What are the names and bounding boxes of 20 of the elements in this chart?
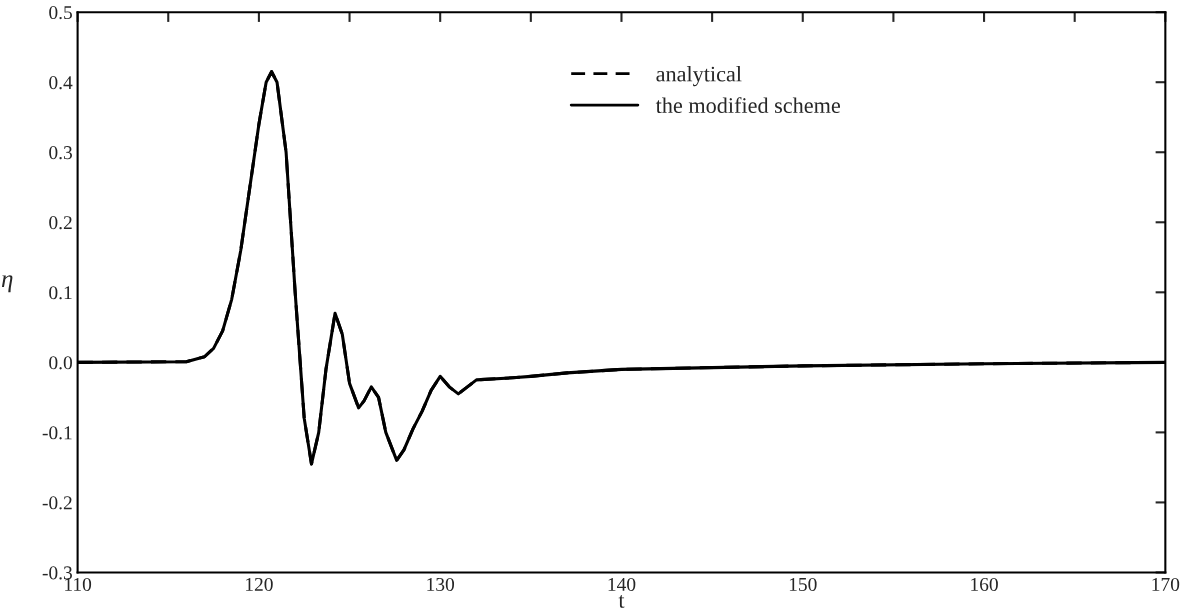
legend-label: the modified scheme [655,97,840,114]
y-tick-label: 0.1 [49,286,72,300]
x-tick-label: 110 [65,577,92,592]
y-axis-title: η [1,275,13,293]
x-tick-label: 170 [1152,577,1180,592]
x-tick-label: 120 [246,577,273,592]
y-tick-label: -0.3 [42,566,72,580]
y-tick-label: 0.5 [49,6,72,20]
y-tick-label: 0.4 [49,76,73,90]
y-tick-label: -0.1 [42,426,72,440]
x-tick-label: 140 [608,577,636,592]
x-axis-title: t [618,595,625,608]
x-tick-label: 150 [789,577,817,592]
legend-label: analytical [656,65,742,87]
x-tick-label: 130 [427,577,455,592]
y-tick-label: 0.0 [49,356,73,370]
y-tick-label: 0.3 [49,146,72,160]
y-tick-label: 0.2 [49,216,72,230]
y-tick-label: -0.2 [42,496,72,510]
x-tick-label: 160 [971,577,998,592]
